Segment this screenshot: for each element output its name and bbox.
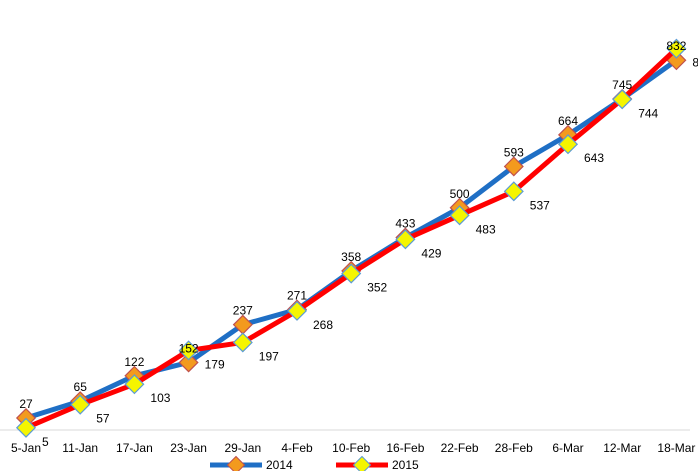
x-tick-label: 29-Jan xyxy=(224,441,261,455)
data-label-2014: 122 xyxy=(124,355,144,369)
series-2014 xyxy=(15,50,687,429)
x-tick-label: 12-Mar xyxy=(603,441,641,455)
data-point-2015 xyxy=(15,417,37,438)
data-label-2014: 65 xyxy=(74,380,88,394)
data-label-2015: 858 xyxy=(692,56,698,70)
data-label-2015: 5 xyxy=(42,435,49,449)
data-labels: 27 65 122 152 237 271 358 433 500 593 664 745 832 5 57… xyxy=(19,39,698,449)
data-point-2015 xyxy=(286,300,308,321)
legend-label-2015: 2015 xyxy=(392,458,419,471)
data-point-2015 xyxy=(232,332,253,353)
data-point-2015 xyxy=(341,263,362,284)
x-tick-label: 5-Jan xyxy=(11,441,41,455)
x-tick-label: 28-Feb xyxy=(495,441,533,455)
data-label-2015: 179 xyxy=(205,357,225,371)
data-label-2014: 237 xyxy=(233,304,253,318)
data-label-2014: 500 xyxy=(450,187,470,201)
legend: 2014 2015 xyxy=(210,455,419,471)
data-label-2015: 57 xyxy=(96,412,110,426)
x-tick-label: 6-Mar xyxy=(552,441,583,455)
data-point-2014 xyxy=(232,314,253,335)
legend-marker-2015 xyxy=(352,455,372,471)
data-label-2015: 103 xyxy=(150,391,170,405)
data-point-2015 xyxy=(124,374,145,395)
data-point-2015 xyxy=(612,89,633,110)
data-point-2015 xyxy=(395,229,416,250)
data-label-2014: 593 xyxy=(504,145,524,159)
data-label-2014: 433 xyxy=(395,217,415,231)
data-point-2015 xyxy=(503,181,524,202)
data-label-2015: 429 xyxy=(421,246,441,260)
data-point-2015 xyxy=(557,134,579,155)
data-point-2015 xyxy=(178,340,199,361)
data-point-2014 xyxy=(503,156,524,177)
x-tick-label: 16-Feb xyxy=(386,441,424,455)
data-label-2015: 352 xyxy=(367,281,387,295)
data-label-2014: 832 xyxy=(666,39,686,53)
data-label-2014: 664 xyxy=(558,114,578,128)
data-point-2015 xyxy=(449,205,470,226)
x-tick-label: 23-Jan xyxy=(170,441,207,455)
x-tick-label: 10-Feb xyxy=(332,441,370,455)
data-label-2014: 152 xyxy=(179,341,199,355)
data-label-2015: 483 xyxy=(476,222,496,236)
data-label-2015: 268 xyxy=(313,318,333,332)
data-label-2015: 643 xyxy=(584,151,604,165)
data-label-2014: 745 xyxy=(612,78,632,92)
x-tick-labels: 5-Jan 11-Jan 17-Jan 23-Jan 29-Jan 4-Feb 10-Feb… xyxy=(11,441,695,455)
data-label-2014: 358 xyxy=(341,250,361,264)
x-tick-label: 4-Feb xyxy=(281,441,313,455)
legend-label-2014: 2014 xyxy=(266,458,293,471)
x-tick-label: 18-Mar xyxy=(657,441,695,455)
data-label-2015: 197 xyxy=(259,349,279,363)
x-tick-label: 11-Jan xyxy=(62,441,98,455)
x-tick-label: 17-Jan xyxy=(116,441,153,455)
x-tick-label: 22-Feb xyxy=(441,441,479,455)
series-2015 xyxy=(15,38,687,438)
data-point-2014 xyxy=(178,352,199,373)
data-point-2015 xyxy=(666,38,687,59)
data-label-2014: 271 xyxy=(287,289,307,303)
data-label-2014: 27 xyxy=(19,397,33,411)
data-point-2015 xyxy=(70,394,91,415)
series-line-2015 xyxy=(25,46,679,431)
legend-marker-2014 xyxy=(226,455,246,471)
data-label-2015: 537 xyxy=(530,198,550,212)
data-label-2015: 744 xyxy=(638,106,658,120)
